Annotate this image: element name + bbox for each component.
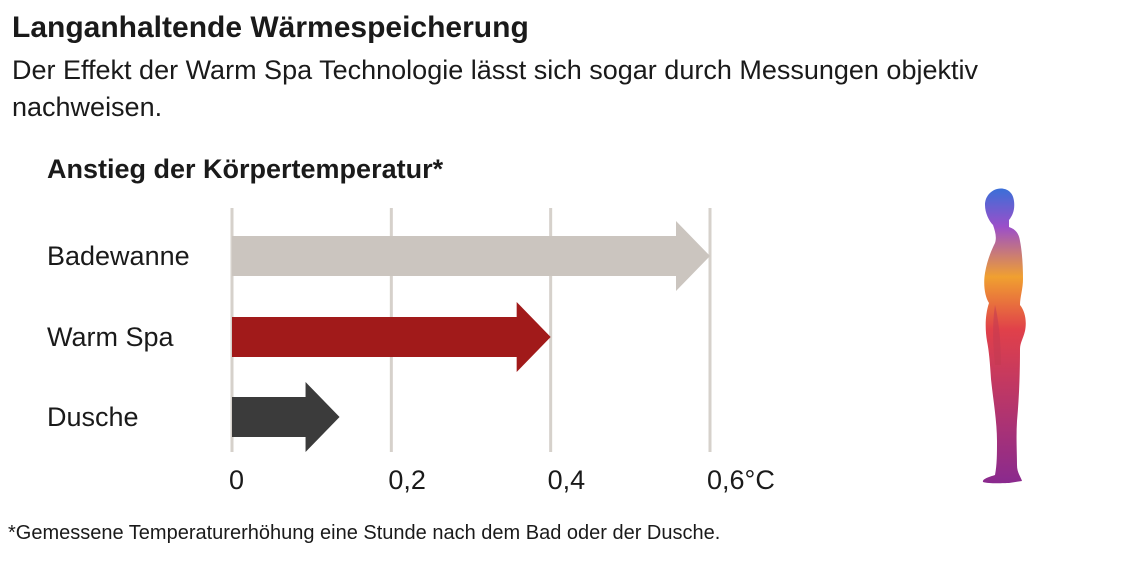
x-tick-label: 0,2 <box>388 465 426 495</box>
human-body-thermal-icon <box>965 185 1045 500</box>
bar-badewanne <box>232 221 710 291</box>
chart-tick-labels: 0 0,2 0,4 0,6°C <box>229 465 775 495</box>
chart-bars <box>232 221 710 452</box>
chart-footnote: *Gemessene Temperaturerhöhung eine Stund… <box>8 522 721 544</box>
chart-title: Anstieg der Körpertemperatur* <box>47 154 444 184</box>
x-tick-label: 0,6°C <box>707 465 775 495</box>
page-subheading: Der Effekt der Warm Spa Technologie läss… <box>12 55 978 122</box>
x-tick-label: 0 <box>229 465 244 495</box>
bar-warm-spa <box>232 302 551 372</box>
category-label: Warm Spa <box>47 322 175 352</box>
page-heading: Langanhaltende Wärmespeicherung <box>12 11 529 44</box>
bar-dusche <box>232 382 340 452</box>
category-label: Dusche <box>47 402 139 432</box>
category-label: Badewanne <box>47 241 190 271</box>
chart-category-labels: Badewanne Warm Spa Dusche <box>47 241 190 432</box>
x-tick-label: 0,4 <box>548 465 586 495</box>
